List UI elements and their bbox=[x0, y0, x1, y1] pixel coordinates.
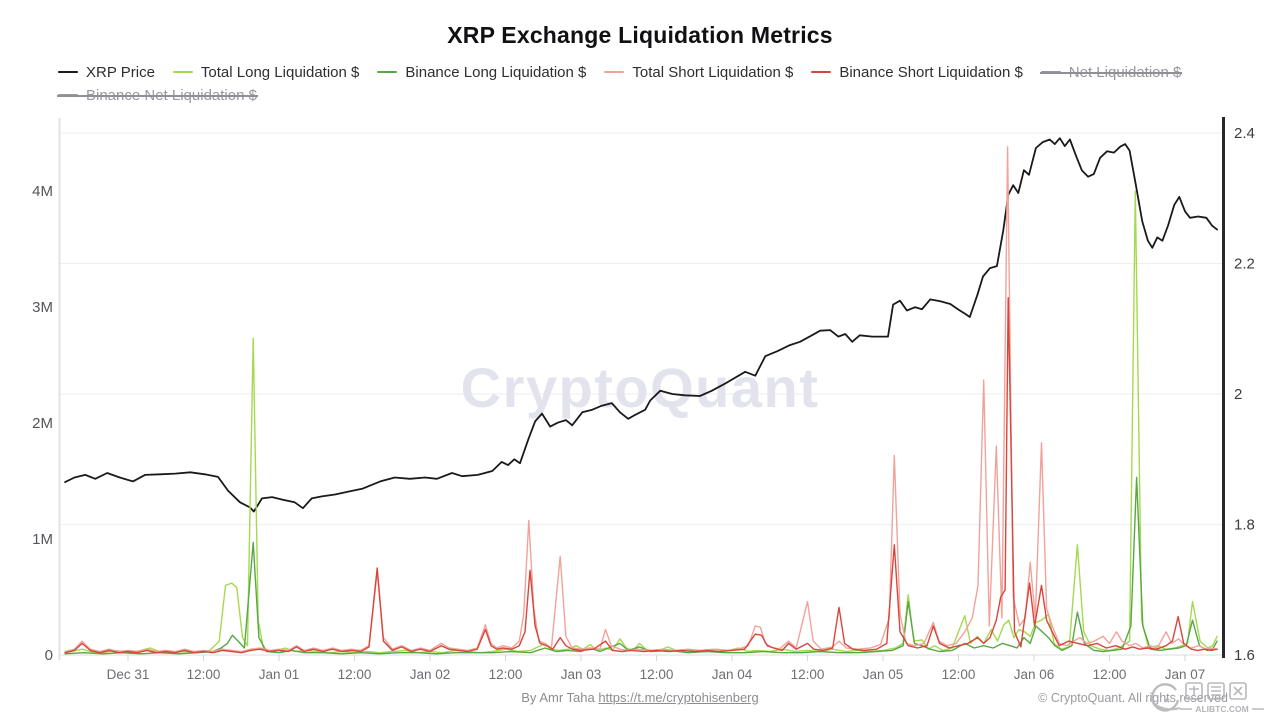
legend-label: Binance Long Liquidation $ bbox=[405, 63, 587, 81]
legend-dash-icon bbox=[172, 70, 193, 74]
x-tick-label: Jan 01 bbox=[259, 667, 300, 682]
legend-item-total-long-liquidation[interactable]: Total Long Liquidation $ bbox=[172, 62, 360, 82]
logo-star-icon: ★ bbox=[1163, 695, 1171, 705]
legend-item-binance-long-liquidation[interactable]: Binance Long Liquidation $ bbox=[377, 62, 586, 82]
cryptoquant-watermark: CryptoQuant bbox=[461, 356, 820, 419]
legend-dash-icon bbox=[377, 70, 398, 74]
y-left-tick-label: 4M bbox=[32, 183, 53, 200]
x-tick-label: Jan 07 bbox=[1165, 667, 1206, 682]
chart-title: XRP Exchange Liquidation Metrics bbox=[447, 22, 833, 48]
y-right-tick-label: 2 bbox=[1234, 386, 1242, 403]
x-tick-label: Jan 06 bbox=[1014, 667, 1055, 682]
x-tick-label: 12:00 bbox=[640, 667, 674, 682]
series-line-total-long-liquidation bbox=[64, 190, 1218, 654]
x-tick-label: 12:00 bbox=[338, 667, 372, 682]
x-tick-label: 12:00 bbox=[1093, 667, 1127, 682]
x-tick-label: 12:00 bbox=[187, 667, 221, 682]
legend-item-binance-net-liquidation[interactable]: Binance Net Liquidation $ bbox=[57, 85, 258, 105]
y-right-tick-label: 1.8 bbox=[1234, 517, 1255, 534]
chart-legend: XRP Price Total Long Liquidation $ Binance… bbox=[57, 62, 1243, 105]
x-tick-label: Jan 04 bbox=[712, 667, 753, 682]
x-tick-label: Jan 05 bbox=[863, 667, 904, 682]
series-line-xrp-price bbox=[64, 137, 1218, 513]
logo-site-text: ALIBTC.COM bbox=[1195, 704, 1248, 714]
series-line-binance-long-liquidation bbox=[64, 476, 1218, 655]
y-left-tick-label: 1M bbox=[32, 531, 53, 548]
legend-label: Total Short Liquidation $ bbox=[632, 63, 794, 81]
x-tick-label: Dec 31 bbox=[107, 667, 150, 682]
copyright-text: © CryptoQuant. All rights reserved bbox=[1038, 691, 1228, 705]
logo-char-boxes bbox=[1185, 682, 1247, 700]
y-left-tick-label: 0 bbox=[45, 647, 53, 664]
legend-item-net-liquidation[interactable]: Net Liquidation $ bbox=[1039, 62, 1182, 82]
y-right-tick-label: 2.2 bbox=[1234, 256, 1255, 273]
y-right-tick-label: 1.6 bbox=[1234, 647, 1255, 664]
x-tick-label: 12:00 bbox=[942, 667, 976, 682]
legend-dash-icon bbox=[811, 70, 832, 74]
x-tick-label: Jan 02 bbox=[410, 667, 451, 682]
byline: By Amr Taha https://t.me/cryptohisenberg bbox=[0, 690, 1280, 705]
y-left-tick-label: 3M bbox=[32, 299, 53, 316]
legend-item-binance-short-liquidation[interactable]: Binance Short Liquidation $ bbox=[811, 62, 1023, 82]
legend-label: Total Long Liquidation $ bbox=[200, 63, 360, 81]
series-line-binance-short-liquidation bbox=[64, 297, 1218, 654]
legend-label: XRP Price bbox=[86, 63, 155, 81]
logo-swirl-icon bbox=[1151, 683, 1181, 712]
y-left-tick-label: 2M bbox=[32, 415, 53, 432]
y-right-tick-label: 2.4 bbox=[1234, 125, 1255, 142]
x-tick-label: 12:00 bbox=[791, 667, 825, 682]
byline-author: By Amr Taha bbox=[521, 690, 599, 705]
legend-label: Binance Short Liquidation $ bbox=[839, 63, 1023, 81]
alibtc-logo: ★ ALIBTC.COM bbox=[1151, 682, 1264, 714]
x-tick-label: Jan 03 bbox=[561, 667, 602, 682]
legend-dash-icon bbox=[604, 70, 625, 74]
legend-item-xrp-price[interactable]: XRP Price bbox=[58, 62, 155, 82]
x-tick-label: 12:00 bbox=[489, 667, 523, 682]
byline-link[interactable]: https://t.me/cryptohisenberg bbox=[598, 690, 759, 705]
legend-item-total-short-liquidation[interactable]: Total Short Liquidation $ bbox=[604, 62, 793, 82]
legend-dash-icon bbox=[58, 70, 78, 74]
